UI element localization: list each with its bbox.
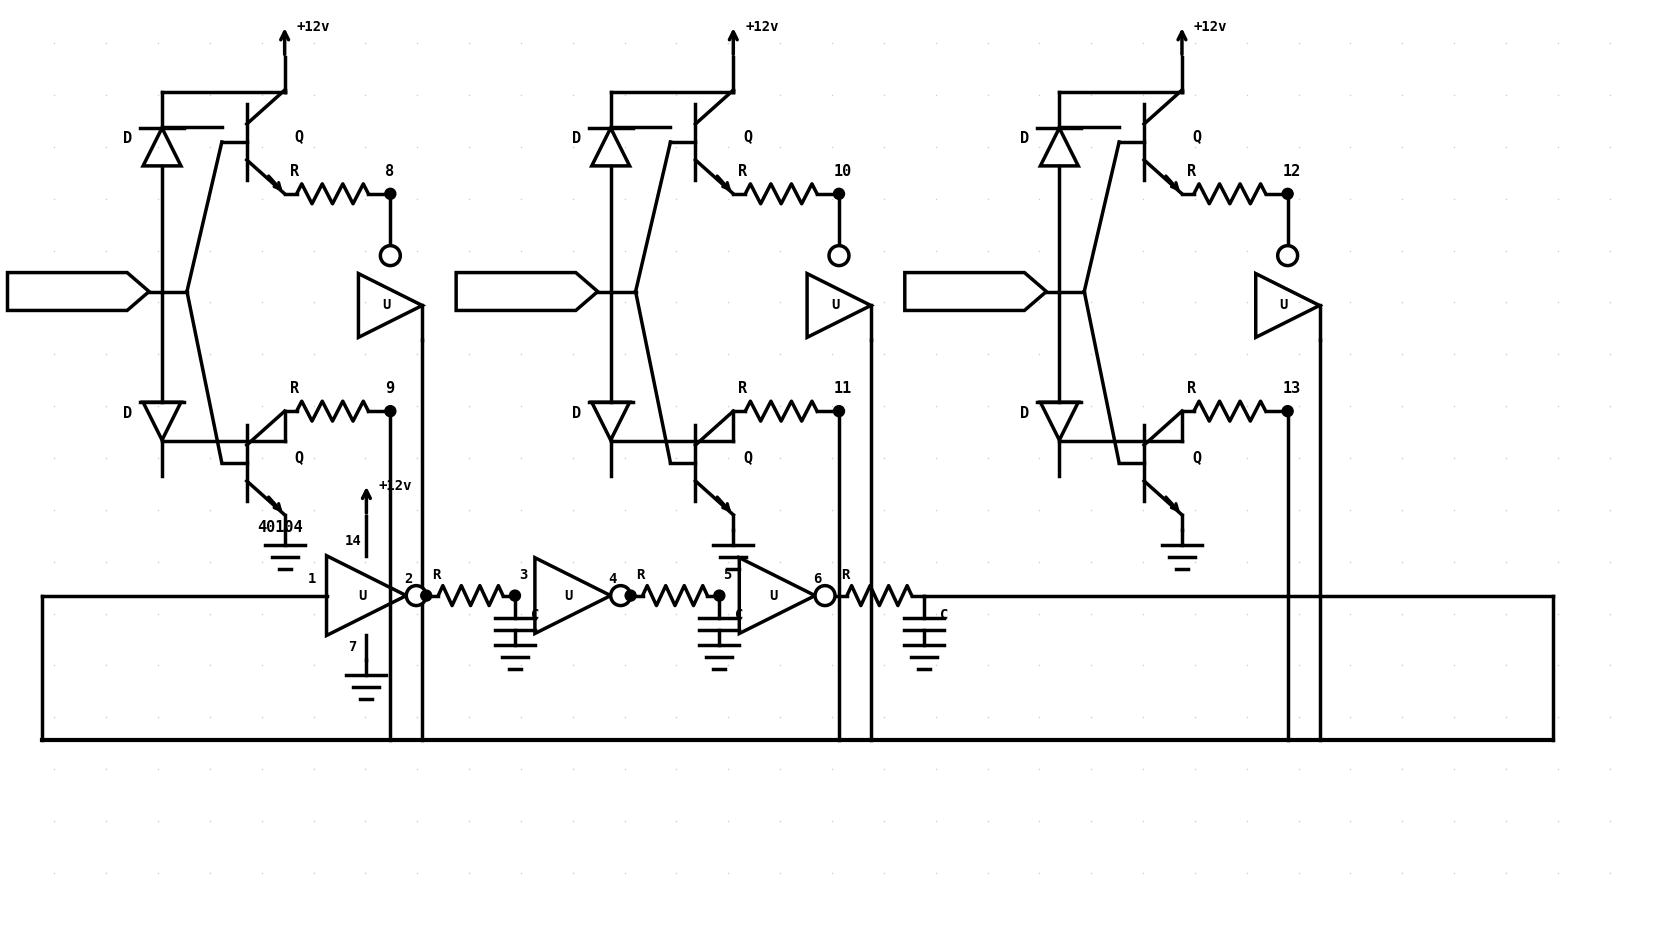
Circle shape bbox=[625, 590, 635, 601]
Circle shape bbox=[510, 590, 520, 601]
Text: 7: 7 bbox=[348, 641, 356, 655]
Text: R: R bbox=[841, 568, 849, 582]
Text: C: C bbox=[736, 607, 744, 621]
Circle shape bbox=[406, 585, 426, 606]
Circle shape bbox=[421, 590, 431, 601]
Text: 12: 12 bbox=[1282, 164, 1301, 179]
Text: 2: 2 bbox=[405, 571, 413, 585]
Text: D: D bbox=[124, 406, 132, 420]
Text: U: U bbox=[565, 589, 573, 603]
Text: D: D bbox=[1020, 406, 1030, 420]
Circle shape bbox=[1277, 245, 1297, 266]
Text: Q: Q bbox=[294, 451, 304, 466]
Text: U: U bbox=[831, 298, 839, 312]
Circle shape bbox=[714, 590, 726, 601]
Text: +12v: +12v bbox=[378, 479, 411, 493]
Text: +12v: +12v bbox=[296, 20, 329, 34]
Text: 14: 14 bbox=[344, 533, 361, 548]
Text: C: C bbox=[532, 607, 540, 621]
Text: 9: 9 bbox=[385, 382, 395, 396]
Text: D: D bbox=[124, 131, 132, 146]
Text: Q: Q bbox=[294, 130, 304, 144]
Circle shape bbox=[1282, 188, 1292, 199]
Text: D: D bbox=[572, 131, 580, 146]
Circle shape bbox=[380, 245, 400, 266]
Text: U: U bbox=[769, 589, 777, 603]
Text: U: U bbox=[383, 298, 391, 312]
Text: R: R bbox=[637, 568, 645, 582]
Circle shape bbox=[834, 188, 844, 199]
Circle shape bbox=[829, 245, 849, 266]
Circle shape bbox=[1282, 406, 1292, 417]
Circle shape bbox=[610, 585, 630, 606]
Text: R: R bbox=[433, 568, 441, 582]
Text: 3: 3 bbox=[518, 568, 527, 582]
Text: R: R bbox=[739, 382, 747, 396]
Circle shape bbox=[834, 406, 844, 417]
Text: R: R bbox=[1187, 382, 1195, 396]
Text: R: R bbox=[1187, 164, 1195, 179]
Polygon shape bbox=[7, 272, 149, 310]
Text: Q: Q bbox=[744, 451, 752, 466]
Text: 8: 8 bbox=[385, 164, 395, 179]
Text: 1: 1 bbox=[308, 571, 316, 585]
Text: 40104: 40104 bbox=[257, 520, 303, 535]
Polygon shape bbox=[905, 272, 1047, 310]
Text: C: C bbox=[940, 607, 948, 621]
Text: R: R bbox=[289, 382, 299, 396]
Text: Q: Q bbox=[1192, 451, 1200, 466]
Text: +12v: +12v bbox=[1194, 20, 1227, 34]
Text: Phase A: Phase A bbox=[35, 284, 99, 299]
Text: U: U bbox=[358, 589, 366, 603]
Circle shape bbox=[385, 188, 396, 199]
Text: R: R bbox=[289, 164, 299, 179]
Text: 13: 13 bbox=[1282, 382, 1301, 396]
Text: R: R bbox=[739, 164, 747, 179]
Text: 10: 10 bbox=[834, 164, 853, 179]
Text: 11: 11 bbox=[834, 382, 853, 396]
Text: Phase B: Phase B bbox=[483, 284, 548, 299]
Text: 4: 4 bbox=[609, 571, 617, 585]
Text: U: U bbox=[1279, 298, 1287, 312]
Text: +12v: +12v bbox=[746, 20, 779, 34]
Polygon shape bbox=[456, 272, 597, 310]
Text: Phase C: Phase C bbox=[933, 284, 997, 299]
Text: 5: 5 bbox=[724, 568, 732, 582]
Text: Q: Q bbox=[744, 130, 752, 144]
Circle shape bbox=[385, 406, 396, 417]
Text: Q: Q bbox=[1192, 130, 1200, 144]
Text: D: D bbox=[572, 406, 580, 420]
Circle shape bbox=[814, 585, 834, 606]
Text: D: D bbox=[1020, 131, 1030, 146]
Text: 6: 6 bbox=[813, 571, 821, 585]
